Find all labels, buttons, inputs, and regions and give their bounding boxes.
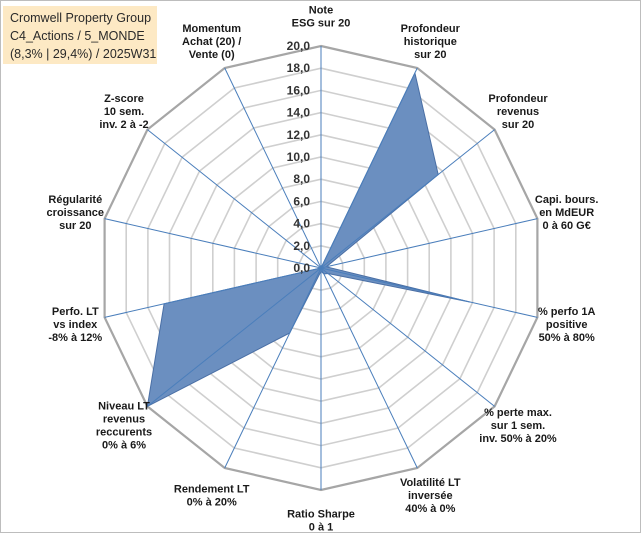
tick-label: 4,0 (293, 217, 310, 231)
axis-label: % perte max. sur 1 sem. inv. 50% à 20% (479, 407, 557, 445)
axis-label: Note ESG sur 20 (292, 5, 351, 30)
axis-label: Z-score 10 sem. inv. 2 à -2 (99, 93, 148, 131)
axis-spoke (320, 267, 495, 407)
axis-label: Profondeur revenus sur 20 (488, 93, 548, 131)
radar-axis-labels: Note ESG sur 20 Profondeur historique sur 20… (47, 5, 599, 533)
radar-series (146, 71, 471, 408)
axis-spoke (104, 267, 322, 318)
axis-label: Capi. bours. en MdEUR 0 à 60 G€ (535, 194, 599, 232)
axis-label: Ratio Sharpe 0 à 1 (287, 509, 355, 533)
tick-label: 10,0 (287, 150, 311, 164)
tick-label: 16,0 (287, 83, 311, 97)
tick-label: 8,0 (293, 172, 310, 186)
axis-label: % perfo 1A positive 50% à 80% (538, 306, 596, 344)
chart-title-box: Cromwell Property Group C4_Actions / 5_M… (3, 6, 157, 64)
axis-spoke (147, 129, 322, 269)
axis-label: Perfo. LT vs index -8% à 12% (48, 306, 102, 344)
radar-spokes (104, 46, 538, 490)
axis-spoke (147, 267, 322, 407)
series-area (146, 71, 471, 408)
axis-label: Profondeur historique sur 20 (401, 23, 461, 61)
axis-spoke (320, 267, 538, 318)
tick-label: 0,0 (293, 261, 310, 275)
tick-label: 20,0 (287, 39, 311, 53)
tick-label: 6,0 (293, 194, 310, 208)
axis-label: Momentum Achat (20) / Vente (0) (182, 23, 241, 61)
axis-spoke (224, 67, 322, 269)
tick-label: 18,0 (287, 61, 311, 75)
axis-spoke (320, 67, 418, 269)
chart-subtitle-period: (8,3% | 29,4%) / 2025W31 (10, 47, 157, 61)
tick-label: 12,0 (287, 128, 311, 142)
axis-spoke (320, 129, 495, 269)
axis-label: Rendement LT 0% à 20% (174, 484, 250, 509)
chart-title: Cromwell Property Group (10, 11, 152, 25)
axis-spoke (224, 267, 322, 469)
axis-label: Volatilité LT inversée 40% à 0% (400, 477, 461, 515)
tick-label: 14,0 (287, 106, 311, 120)
tick-label: 2,0 (293, 239, 310, 253)
axis-spoke (320, 218, 538, 269)
axis-label: Régularité croissance sur 20 (47, 194, 104, 232)
chart-subtitle-category: C4_Actions / 5_MONDE (10, 29, 145, 43)
radar-tick-labels: 0,0 2,0 4,0 6,0 8,0 10,0 12,0 14,0 16,0 18,0 20,0 (287, 39, 311, 275)
axis-label: Niveau LT revenus reccurents 0% à 6% (96, 401, 152, 452)
axis-spoke (320, 267, 418, 469)
axis-spoke (104, 218, 322, 269)
